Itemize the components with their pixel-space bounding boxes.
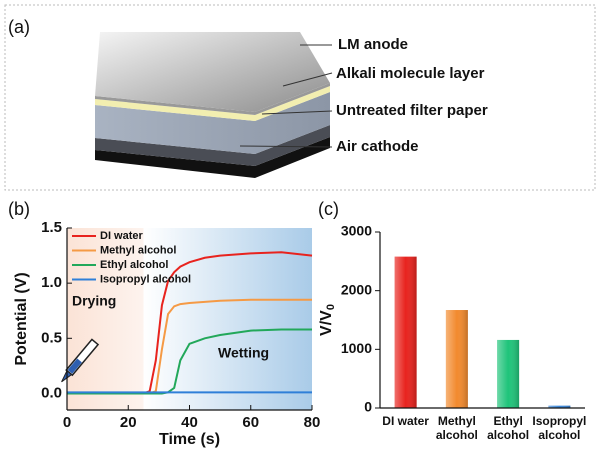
y-axis-label-main: V/V <box>318 310 335 336</box>
pipette-liquid <box>67 358 82 374</box>
x-tick-label: Ethyl alcohol <box>487 414 530 442</box>
y-axis-label: V/V0 <box>318 304 337 336</box>
panel-label: (a) <box>8 17 30 37</box>
bar-shine <box>445 310 468 408</box>
x-tick-label: 40 <box>181 414 198 431</box>
y-tick-label: 1.5 <box>41 219 62 236</box>
device-illustration <box>95 32 333 178</box>
wetting-region <box>143 228 312 410</box>
y-tick-label: 0.5 <box>41 329 62 346</box>
bar-shine <box>394 256 417 408</box>
y-tick-label: 0.0 <box>41 384 62 401</box>
layer-label: Alkali molecule layer <box>336 65 485 82</box>
x-tick-label: 0 <box>63 414 71 431</box>
legend-label: DI water <box>100 230 144 242</box>
bar-shine <box>497 339 520 408</box>
layer-label: Air cathode <box>336 138 419 155</box>
panel-label: (b) <box>8 199 30 219</box>
x-tick-label: Isopropyl alcohol <box>532 414 587 442</box>
y-tick-label: 0 <box>364 399 372 415</box>
y-tick-label: 3000 <box>341 223 372 239</box>
annotation: Wetting <box>218 345 269 361</box>
x-tick-label: DI water <box>382 414 429 428</box>
legend-label: Isopropyl alcohol <box>100 273 191 285</box>
drying-region <box>67 228 144 410</box>
x-tick-label: 60 <box>242 414 259 431</box>
x-tick-label: 20 <box>120 414 137 431</box>
bar-shine <box>548 405 571 408</box>
y-axis-label: Potential (V) <box>13 272 30 365</box>
pipette-icon <box>61 338 100 383</box>
y-tick-label: 1000 <box>341 340 372 356</box>
x-axis-label: Time (s) <box>159 431 220 448</box>
legend-label: Methyl alcohol <box>100 244 176 256</box>
panel-label: (c) <box>318 199 339 219</box>
y-axis-label-sub: 0 <box>325 304 337 310</box>
y-tick-label: 2000 <box>341 281 372 297</box>
line-series <box>67 328 312 395</box>
legend-label: Ethyl alcohol <box>100 259 168 271</box>
y-tick-label: 1.0 <box>41 274 62 291</box>
layer-label: Untreated filter paper <box>336 102 488 119</box>
panel-frame <box>4 4 596 191</box>
layer-label: LM anode <box>338 36 408 53</box>
annotation: Drying <box>72 293 116 309</box>
x-tick-label: Methyl alcohol <box>435 414 478 442</box>
x-tick-label: 80 <box>304 414 321 431</box>
